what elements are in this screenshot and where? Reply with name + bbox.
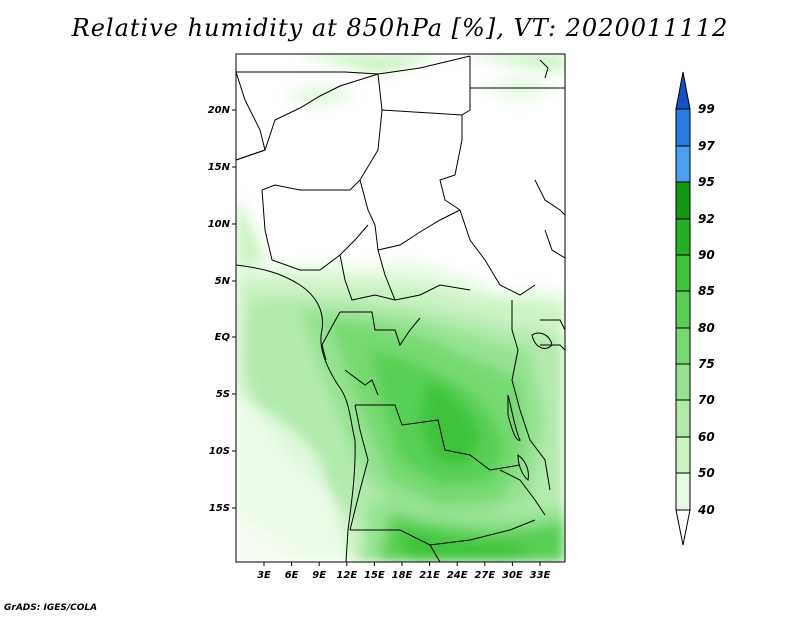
- lon-tick-label: 24E: [447, 570, 468, 581]
- lon-tick-label: 3E: [257, 570, 271, 581]
- colorbar-bin: [675, 436, 691, 474]
- colorbar-bin: [675, 181, 691, 220]
- lon-tick-label: 33E: [530, 570, 551, 581]
- lon-tick-label: 30E: [502, 570, 523, 581]
- lat-tick-label: 5N: [215, 276, 231, 287]
- colorbar-bin: [675, 254, 691, 292]
- colorbar-max-arrow: [675, 71, 691, 110]
- colorbar-label: 80: [698, 321, 715, 335]
- colorbar-label: 99: [698, 102, 715, 116]
- colorbar-bin: [675, 218, 691, 256]
- humidity-field: [236, 54, 565, 562]
- lat-tick-label: 5S: [216, 389, 230, 400]
- colorbar-label: 97: [698, 139, 715, 153]
- colorbar-label: 60: [698, 430, 715, 444]
- colorbar-bin: [675, 363, 691, 401]
- lat-tick-label: 20N: [208, 105, 231, 116]
- lat-tick-label: 15S: [209, 503, 230, 514]
- lon-tick-label: 6E: [285, 570, 299, 581]
- colorbar-label: 92: [698, 212, 715, 226]
- lat-tick-label: 15N: [208, 162, 231, 173]
- lon-tick-label: 12E: [336, 570, 357, 581]
- colorbar-min-arrow: [675, 509, 691, 546]
- longitude-axis: 3E 6E 9E 12E 15E 18E 21E 24E 27E 30E 33E: [257, 562, 551, 581]
- lon-tick-label: 27E: [474, 570, 495, 581]
- colorbar-bin: [675, 290, 691, 329]
- map-frame: [235, 53, 566, 563]
- colorbar-bin: [675, 108, 691, 147]
- colorbar-bin: [675, 399, 691, 438]
- lat-tick-label: 10S: [209, 446, 230, 457]
- colorbar-bin: [675, 327, 691, 365]
- colorbar-label: 75: [698, 357, 715, 371]
- chart-title: Relative humidity at 850hPa [%], VT: 202…: [71, 14, 729, 42]
- lon-tick-label: 21E: [419, 570, 440, 581]
- colorbar-label: 90: [698, 248, 715, 262]
- colorbar-label: 40: [697, 503, 715, 517]
- colorbar-label: 70: [698, 393, 715, 407]
- colorbar-bin: [675, 472, 691, 511]
- grads-credit: GrADS: IGES/COLA: [4, 603, 98, 613]
- lon-tick-label: 9E: [312, 570, 326, 581]
- lon-tick-label: 15E: [364, 570, 385, 581]
- lat-tick-label: EQ: [215, 332, 231, 343]
- colorbar: 40 50 60 70 75 80 85 90 92 95 97 99: [675, 71, 715, 546]
- colorbar-bin: [675, 145, 691, 183]
- colorbar-label: 95: [698, 175, 715, 189]
- colorbar-label: 50: [698, 466, 715, 480]
- country-boundaries: [236, 55, 565, 562]
- lat-tick-label: 10N: [208, 219, 231, 230]
- lon-tick-label: 18E: [392, 570, 413, 581]
- latitude-axis: 20N 15N 10N 5N EQ 5S 10S 15S: [208, 105, 236, 514]
- colorbar-label: 85: [698, 284, 715, 298]
